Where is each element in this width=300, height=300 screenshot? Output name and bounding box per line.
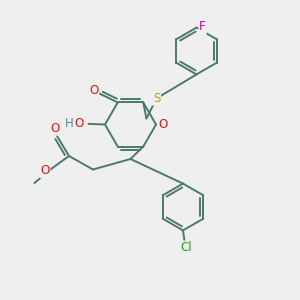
Text: O: O [40,164,50,178]
Text: Cl: Cl [181,241,192,254]
Text: O: O [50,122,59,135]
Text: O: O [89,84,98,97]
Text: S: S [153,92,160,105]
Text: O: O [75,117,84,130]
Text: H: H [64,117,74,130]
Text: F: F [199,20,206,34]
Text: O: O [159,118,168,131]
